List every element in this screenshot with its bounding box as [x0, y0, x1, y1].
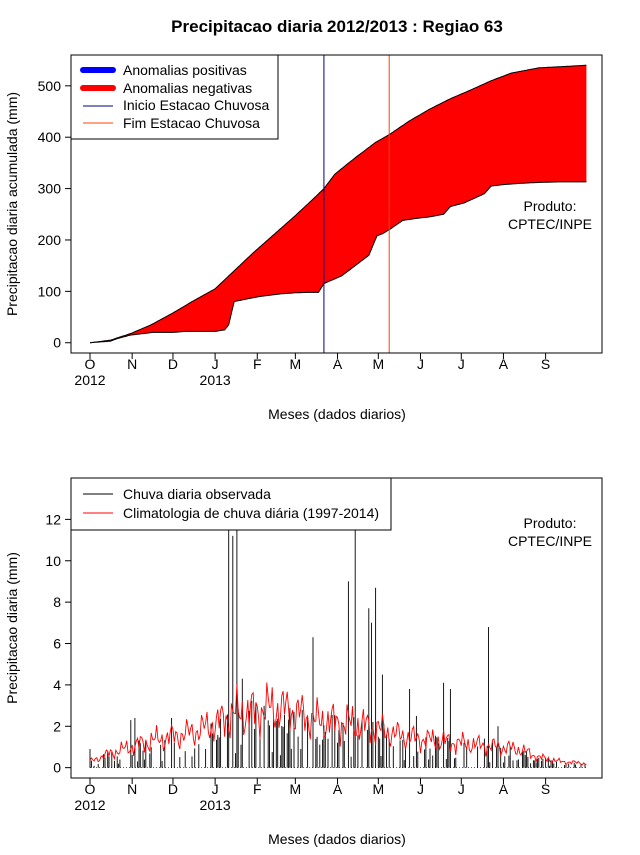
x-tick-label: A: [499, 781, 509, 797]
observed-cumulative-line: [89, 181, 587, 344]
x-tick-label: D: [168, 781, 178, 797]
x-axis-bottom: O N D J F M A M J J A S 2012 2013: [74, 777, 550, 813]
y-tick-label: 500: [38, 78, 62, 94]
y-tick-label: 0: [53, 335, 61, 351]
y-tick-label: 10: [45, 553, 61, 569]
x-tick-label: J: [458, 781, 465, 797]
negative-anomaly-fill: [90, 65, 587, 343]
negative-anomaly-area: [90, 65, 587, 343]
x-axis-label-bottom: Meses (dados diarios): [268, 831, 406, 847]
y-tick-label: 8: [53, 594, 61, 610]
x-tick-label: J: [458, 356, 465, 372]
x-tick-label: S: [541, 781, 550, 797]
legend-label-negative: Anomalias negativas: [123, 80, 252, 96]
product-note-bottom: Produto: CPTEC/INPE: [508, 515, 592, 549]
year-label: 2012: [74, 797, 105, 813]
y-tick-label: 6: [53, 636, 61, 652]
x-tick-label: J: [417, 356, 424, 372]
product-note-line: CPTEC/INPE: [508, 216, 592, 232]
x-tick-label: O: [85, 781, 96, 797]
y-tick-label: 2: [53, 718, 61, 734]
x-tick-label: J: [212, 356, 219, 372]
x-tick-label: M: [290, 781, 302, 797]
climatology-cumulative-line: [89, 64, 587, 344]
y-axis-label-top: Precipitacao diaria acumulada (mm): [4, 92, 20, 316]
climatology-daily-line: [89, 682, 587, 766]
product-note-line: Produto:: [524, 198, 577, 214]
product-note-line: Produto:: [524, 515, 577, 531]
x-tick-label: N: [127, 356, 137, 372]
cumulative-lines: [89, 55, 587, 353]
x-tick-label: M: [372, 781, 384, 797]
y-tick-label: 12: [45, 511, 61, 527]
x-tick-label: O: [85, 356, 96, 372]
chart-title: Precipitacao diaria 2012/2013 : Regiao 6…: [171, 17, 503, 36]
x-tick-label: M: [372, 356, 384, 372]
product-note-top: Produto: CPTEC/INPE: [508, 198, 592, 232]
y-tick-label: 200: [38, 232, 62, 248]
daily-precipitation-plot: 0 2 4 6 8 10 12 O N D J F M A M J J A S 2012 2013 Meses (da…: [4, 477, 603, 847]
x-tick-label: A: [333, 781, 343, 797]
legend-label-onset: Inicio Estacao Chuvosa: [123, 97, 270, 113]
x-tick-label: N: [127, 781, 137, 797]
x-tick-label: J: [417, 781, 424, 797]
climatology-line-group: [89, 682, 587, 766]
year-label: 2013: [200, 797, 231, 813]
year-label: 2013: [200, 372, 231, 388]
x-tick-label: A: [333, 356, 343, 372]
legend-top: Anomalias positivas Anomalias negativas …: [70, 54, 279, 140]
x-tick-label: F: [253, 781, 262, 797]
y-tick-label: 400: [38, 129, 62, 145]
y-tick-label: 300: [38, 181, 62, 197]
legend-label-climatology: Climatologia de chuva diária (1997-2014): [123, 505, 379, 521]
legend-label-positive: Anomalias positivas: [123, 62, 247, 78]
x-axis-label-top: Meses (dados diarios): [268, 406, 406, 422]
x-tick-label: S: [541, 356, 550, 372]
y-axis-bottom: 0 2 4 6 8 10 12: [45, 511, 72, 776]
legend-label-end: Fim Estacao Chuvosa: [123, 115, 260, 131]
y-axis-top: 0 100 200 300 400 500: [38, 78, 72, 351]
x-tick-label: D: [168, 356, 178, 372]
y-axis-label-bottom: Precipitacao diaria (mm): [4, 552, 20, 704]
y-tick-label: 0: [53, 760, 61, 776]
legend-label-observed: Chuva diaria observada: [123, 486, 271, 502]
year-label: 2012: [74, 372, 105, 388]
y-tick-label: 4: [53, 677, 61, 693]
x-tick-label: J: [212, 781, 219, 797]
product-note-line: CPTEC/INPE: [508, 533, 592, 549]
legend-bottom: Chuva diaria observada Climatologia de c…: [70, 477, 392, 531]
x-tick-label: F: [253, 356, 262, 372]
y-tick-label: 100: [38, 283, 62, 299]
cumulative-precipitation-plot: 0 100 200 300 400 500 O N D J F M A M J J A S 2012 2013 Me…: [4, 54, 603, 422]
x-tick-label: A: [499, 356, 509, 372]
x-tick-label: M: [290, 356, 302, 372]
x-axis-top: O N D J F M A M J J A S 2012 2013: [74, 352, 550, 388]
